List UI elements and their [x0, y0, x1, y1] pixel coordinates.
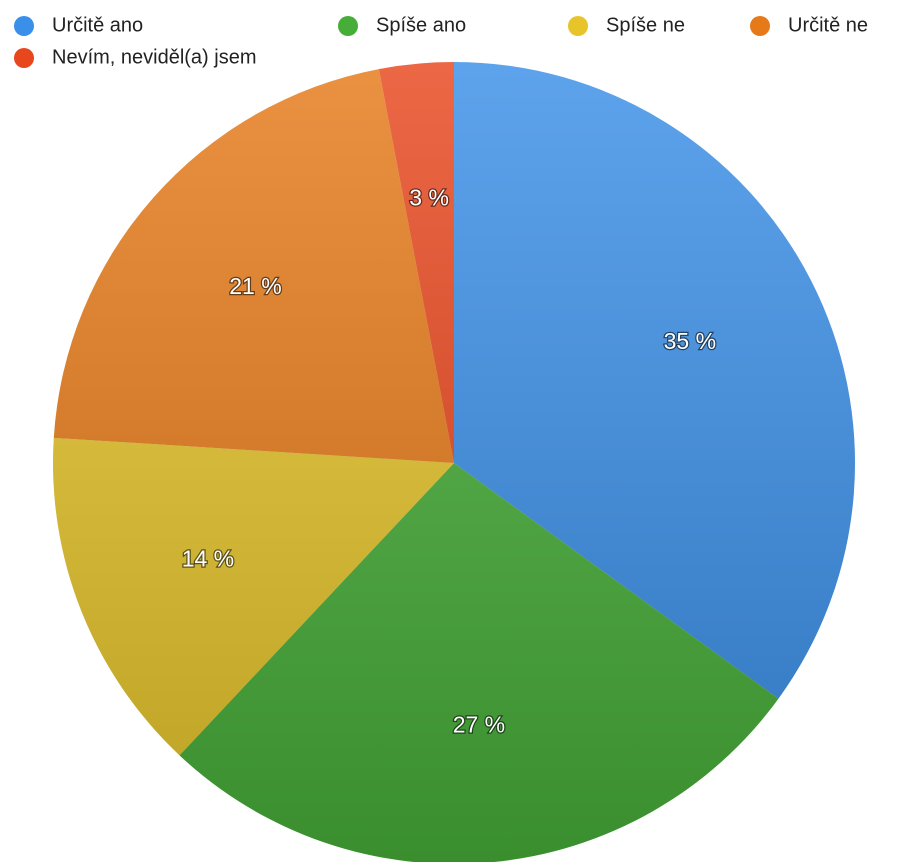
slice-labels: 35 % 27 % 14 % 21 % 3 %: [180, 183, 717, 738]
legend-swatch: [14, 16, 34, 36]
slice-label: 14 %: [182, 546, 234, 572]
legend-label: Určitě ano: [52, 14, 143, 36]
legend-swatch: [14, 48, 34, 68]
pie: [53, 62, 855, 862]
legend-label: Spíše ano: [376, 14, 466, 36]
legend-label: Určitě ne: [788, 14, 868, 36]
slice-label: 35 %: [664, 328, 716, 354]
legend-swatch: [338, 16, 358, 36]
legend: Určitě ano Spíše ano Spíše ne Určitě ne Neví…: [14, 14, 868, 68]
legend-label: Nevím, neviděl(a) jsem: [52, 46, 257, 68]
legend-swatch: [750, 16, 770, 36]
legend-swatch: [568, 16, 588, 36]
slice-label: 3 %: [409, 185, 449, 211]
slice-label: 21 %: [229, 273, 281, 299]
legend-label: Spíše ne: [606, 14, 685, 36]
slice-label: 27 %: [453, 712, 505, 738]
